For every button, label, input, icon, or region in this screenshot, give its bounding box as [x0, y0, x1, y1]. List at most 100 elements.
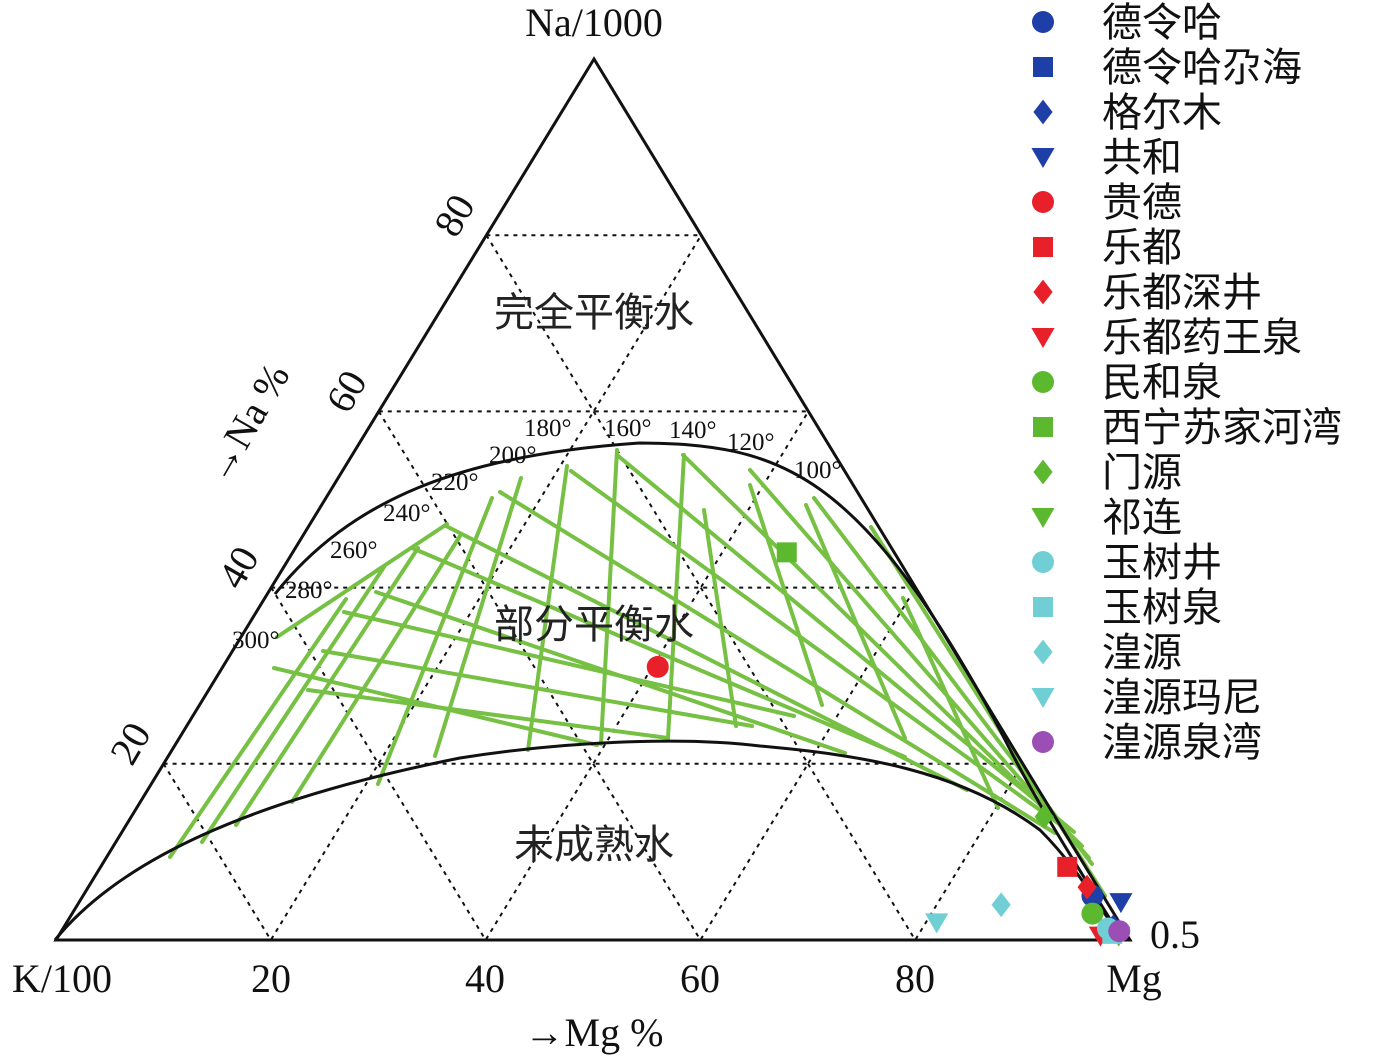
isotherm-line-25: [748, 483, 824, 707]
isotherm-line-0: [275, 522, 449, 639]
legend-marker-1: [1033, 57, 1053, 77]
legend-marker-7: [1031, 328, 1055, 348]
legend-marker-14: [1033, 639, 1053, 665]
legend-label-12: 玉树井: [1102, 540, 1222, 585]
legend-label-15: 湟源玛尼: [1102, 675, 1262, 720]
isotherm-label-160: 160°: [604, 415, 652, 442]
grid-triangle-8: [592, 410, 810, 590]
grid-triangle-5: [485, 587, 702, 766]
bottom-tick-80: 80: [895, 956, 935, 1001]
isotherm-line-7: [444, 524, 969, 792]
isotherm-line-22: [599, 448, 619, 746]
left-tick-80: 80: [425, 187, 484, 244]
isotherm-label-120: 120°: [727, 429, 775, 456]
legend-marker-2: [1033, 99, 1053, 125]
legend-marker-13: [1033, 597, 1053, 617]
isotherm-line-23: [666, 453, 686, 740]
isotherm-line-27: [901, 596, 1000, 810]
zone-immature: 未成熟水: [514, 822, 674, 867]
isotherm-labels: 300° 280° 260° 240° 220° 200° 180° 160° …: [232, 415, 842, 654]
legend-label-5: 乐都: [1102, 225, 1182, 270]
legend-marker-10: [1033, 459, 1053, 485]
legend-label-4: 贵德: [1102, 180, 1182, 225]
legend-label-6: 乐都深井: [1102, 270, 1262, 315]
vertex-right-label: Mg: [1106, 956, 1162, 1001]
isotherm-line-4: [342, 610, 796, 718]
bottom-axis-label: →Mg %: [525, 1010, 664, 1055]
isotherm-label-140: 140°: [669, 417, 717, 444]
legend-marker-4: [1032, 191, 1054, 213]
legend-marker-6: [1033, 279, 1053, 305]
data-point-10-0: [1034, 804, 1054, 830]
data-point-6-0: [1077, 874, 1097, 900]
vertex-top-label: Na/1000: [525, 0, 663, 45]
bottom-tick-40: 40: [465, 956, 505, 1001]
legend-label-11: 祁连: [1102, 495, 1182, 540]
isotherm-line-2: [306, 688, 670, 740]
bottom-tick-20: 20: [251, 956, 291, 1001]
legend-marker-15: [1031, 688, 1055, 708]
legend-label-16: 湟源泉湾: [1102, 720, 1262, 765]
isotherm-line-20: [433, 476, 523, 758]
isotherm-line-6: [410, 546, 907, 759]
isotherm-line-18: [290, 534, 462, 804]
isotherm-line-16: [200, 565, 386, 844]
data-point-3-0: [1109, 893, 1133, 914]
data-point-9-0: [776, 542, 797, 563]
bottom-tick-60: 60: [680, 956, 720, 1001]
isotherm-line-8: [498, 490, 1057, 835]
legend-marker-16: [1032, 731, 1054, 753]
grid-triangle-1: [377, 763, 595, 942]
isotherm-label-220: 220°: [431, 469, 479, 496]
data-point-5-0: [1057, 856, 1078, 877]
legend-label-13: 玉树泉: [1102, 585, 1222, 630]
left-tick-40: 40: [209, 539, 268, 596]
grid-triangle-3: [807, 763, 1024, 942]
isotherm-line-11: [681, 453, 1084, 848]
triangle-outline: [53, 56, 1133, 942]
legend-marker-0: [1032, 11, 1054, 33]
isotherm-lines: [168, 448, 1107, 898]
isotherm-label-260: 260°: [330, 537, 378, 564]
legend-marker-11: [1031, 508, 1055, 528]
isotherm-line-21: [526, 464, 569, 752]
zone-full-equilibrium: 完全平衡水: [494, 290, 694, 335]
legend-label-7: 乐都药王泉: [1102, 315, 1302, 360]
isotherm-label-240: 240°: [383, 500, 431, 527]
legend-label-9: 西宁苏家河湾: [1102, 405, 1342, 450]
isotherm-label-280: 280°: [285, 577, 333, 604]
legend-label-10: 门源: [1102, 450, 1182, 495]
legend-marker-9: [1033, 417, 1053, 437]
left-axis-label: →Na %: [194, 356, 298, 491]
data-point-4-0: [646, 655, 669, 678]
isotherm-line-5: [374, 590, 847, 755]
grid-triangle-2: [592, 763, 809, 942]
data-point-8-0: [1081, 902, 1104, 925]
isotherm-line-19: [376, 496, 494, 786]
isotherm-line-10: [615, 453, 1076, 834]
legend: 德令哈德令哈尕海格尔木共和贵德乐都乐都深井乐都药王泉民和泉西宁苏家河湾门源祁连玉…: [1031, 0, 1342, 765]
data-point-16-0: [1108, 920, 1131, 943]
zone-labels: 完全平衡水 部分平衡水 未成熟水: [494, 290, 694, 867]
left-tick-20: 20: [101, 715, 160, 772]
left-tick-60: 60: [317, 363, 376, 420]
isotherm-line-15: [168, 597, 348, 859]
isotherm-line-24: [702, 508, 738, 728]
isotherm-label-300: 300°: [232, 627, 280, 654]
immature-water-curve: [53, 739, 1120, 941]
legend-label-2: 格尔木: [1102, 90, 1222, 135]
data-point-14-0: [991, 892, 1011, 918]
legend-marker-12: [1032, 551, 1054, 573]
legend-marker-8: [1032, 371, 1054, 393]
vertex-left-label: K/100: [12, 956, 112, 1001]
legend-label-0: 德令哈: [1102, 0, 1222, 45]
legend-marker-5: [1033, 237, 1053, 257]
grid-triangle-4: [270, 587, 487, 766]
isotherm-label-200: 200°: [489, 442, 537, 469]
grid-triangle-0: [162, 763, 380, 942]
isotherm-line-17: [234, 546, 420, 827]
data-points: [646, 542, 1133, 947]
isotherm-label-100: 100°: [794, 457, 842, 484]
isotherm-label-180: 180°: [524, 415, 572, 442]
